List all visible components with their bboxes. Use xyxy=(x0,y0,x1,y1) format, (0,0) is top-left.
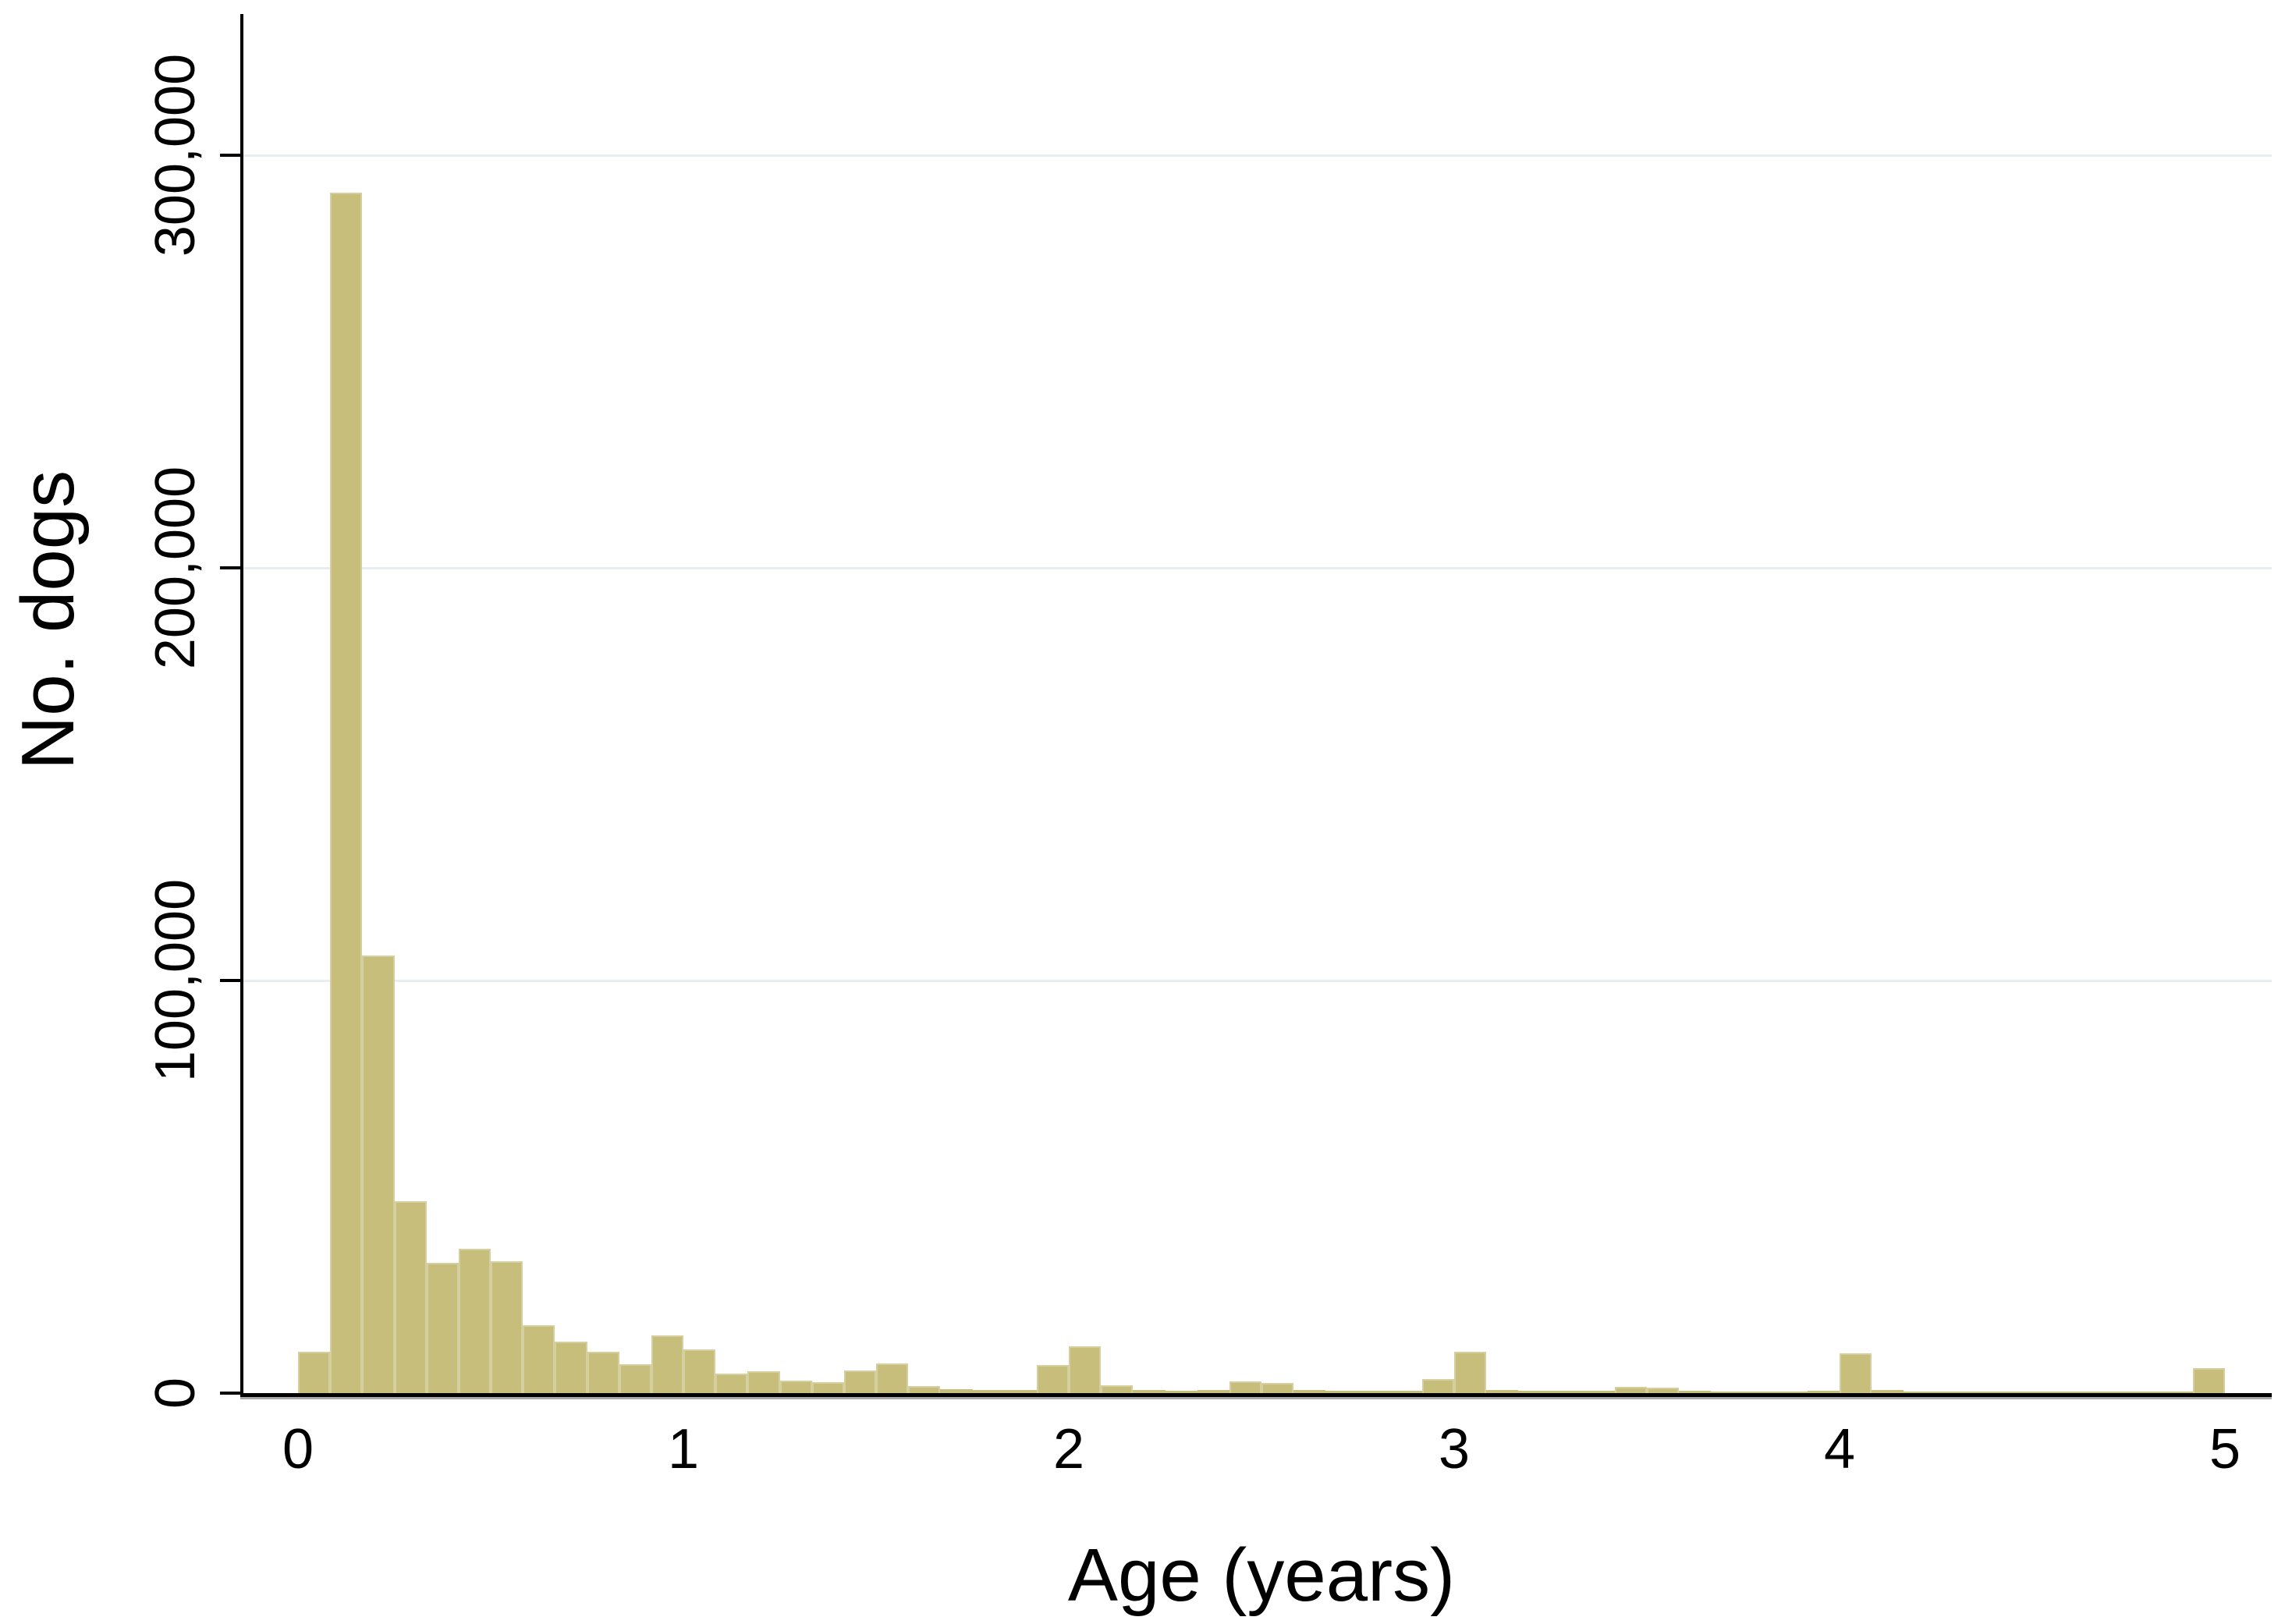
x-tick-label: 0 xyxy=(282,1418,314,1480)
histogram-bar xyxy=(555,1342,587,1393)
histogram-bar xyxy=(683,1349,715,1393)
histogram-bar xyxy=(1840,1353,1872,1393)
histogram-bar xyxy=(2032,1392,2064,1393)
histogram-bar xyxy=(2161,1392,2193,1393)
histogram-bar xyxy=(1711,1392,1744,1393)
histogram-bar xyxy=(1936,1392,1968,1393)
histogram-bar xyxy=(1583,1391,1615,1393)
x-axis-line xyxy=(240,1393,2272,1397)
histogram-bar xyxy=(1615,1387,1647,1393)
histogram-bar xyxy=(908,1386,940,1393)
histogram-bar xyxy=(1679,1391,1711,1393)
y-tick-label: 200,000 xyxy=(144,466,207,670)
histogram-bar xyxy=(780,1381,812,1393)
histogram-bar xyxy=(298,1352,330,1393)
histogram-bar xyxy=(1518,1391,1551,1393)
histogram-bar xyxy=(1101,1385,1133,1393)
y-tick-mark xyxy=(220,566,242,569)
histogram-bar xyxy=(427,1263,459,1393)
histogram-bar xyxy=(1647,1388,1679,1393)
histogram-bar xyxy=(715,1374,747,1393)
histogram-bar xyxy=(2129,1392,2161,1393)
histogram-bar xyxy=(1358,1391,1390,1393)
histogram-bar xyxy=(1229,1381,1261,1393)
histogram-bar xyxy=(1069,1346,1101,1393)
x-axis-title: Age (years) xyxy=(1067,1534,1456,1617)
y-tick-mark xyxy=(220,979,242,982)
histogram-bar xyxy=(395,1201,427,1393)
histogram-bar xyxy=(844,1370,876,1393)
histogram-bar xyxy=(523,1325,555,1393)
histogram-bar xyxy=(587,1352,619,1393)
histogram-bar xyxy=(1808,1391,1840,1393)
histogram-bar xyxy=(812,1382,844,1393)
histogram-bar xyxy=(330,193,362,1393)
x-tick-label: 3 xyxy=(1438,1418,1471,1480)
y-tick-mark xyxy=(220,154,242,157)
histogram-bar xyxy=(1037,1365,1069,1393)
y-axis-line xyxy=(240,14,243,1397)
histogram-bar xyxy=(651,1335,683,1393)
histogram-bar xyxy=(362,956,395,1393)
histogram-bar xyxy=(1005,1390,1037,1393)
histogram-bar xyxy=(1197,1390,1229,1393)
histogram-bar xyxy=(459,1249,491,1393)
x-tick-label: 4 xyxy=(1823,1418,1856,1480)
histogram-bar xyxy=(1133,1390,1166,1393)
histogram-bar xyxy=(2096,1392,2129,1393)
x-tick-label: 1 xyxy=(667,1418,700,1480)
histogram-bar xyxy=(1872,1390,1904,1393)
histogram-bar xyxy=(1422,1379,1454,1393)
histogram-bar xyxy=(973,1390,1005,1393)
gridline-100000 xyxy=(242,980,2272,982)
x-tick-label: 5 xyxy=(2209,1418,2241,1480)
x-axis-shadow-line xyxy=(240,1397,2272,1399)
histogram-bar xyxy=(1390,1391,1422,1393)
histogram-bar xyxy=(2193,1368,2225,1393)
histogram-bar xyxy=(1776,1392,1808,1393)
histogram-bar xyxy=(2064,1392,2096,1393)
y-tick-label: 300,000 xyxy=(144,53,207,257)
y-tick-label: 100,000 xyxy=(144,878,207,1083)
histogram-bar xyxy=(1293,1390,1325,1393)
histogram-bar xyxy=(1551,1391,1583,1393)
histogram-bar xyxy=(1261,1383,1293,1393)
histogram-bar xyxy=(1968,1392,2000,1393)
y-tick-label: 0 xyxy=(144,1377,207,1409)
y-axis-title: No. dogs xyxy=(6,470,90,771)
histogram-bar xyxy=(1486,1390,1518,1393)
histogram-bar xyxy=(1454,1352,1486,1393)
histogram-bar xyxy=(747,1371,780,1393)
histogram-bar xyxy=(2000,1392,2032,1393)
histogram-bar xyxy=(619,1364,651,1393)
gridline-200000 xyxy=(242,567,2272,569)
histogram-bar xyxy=(940,1389,973,1393)
histogram-bar xyxy=(1904,1392,1936,1393)
histogram-bar xyxy=(491,1261,523,1393)
y-tick-mark xyxy=(220,1392,242,1395)
histogram-bar xyxy=(876,1363,908,1393)
gridline-300000 xyxy=(242,154,2272,157)
histogram-bar xyxy=(1744,1392,1776,1393)
histogram-bar xyxy=(1325,1391,1358,1393)
histogram-bar xyxy=(1166,1391,1197,1393)
x-tick-label: 2 xyxy=(1052,1418,1085,1480)
